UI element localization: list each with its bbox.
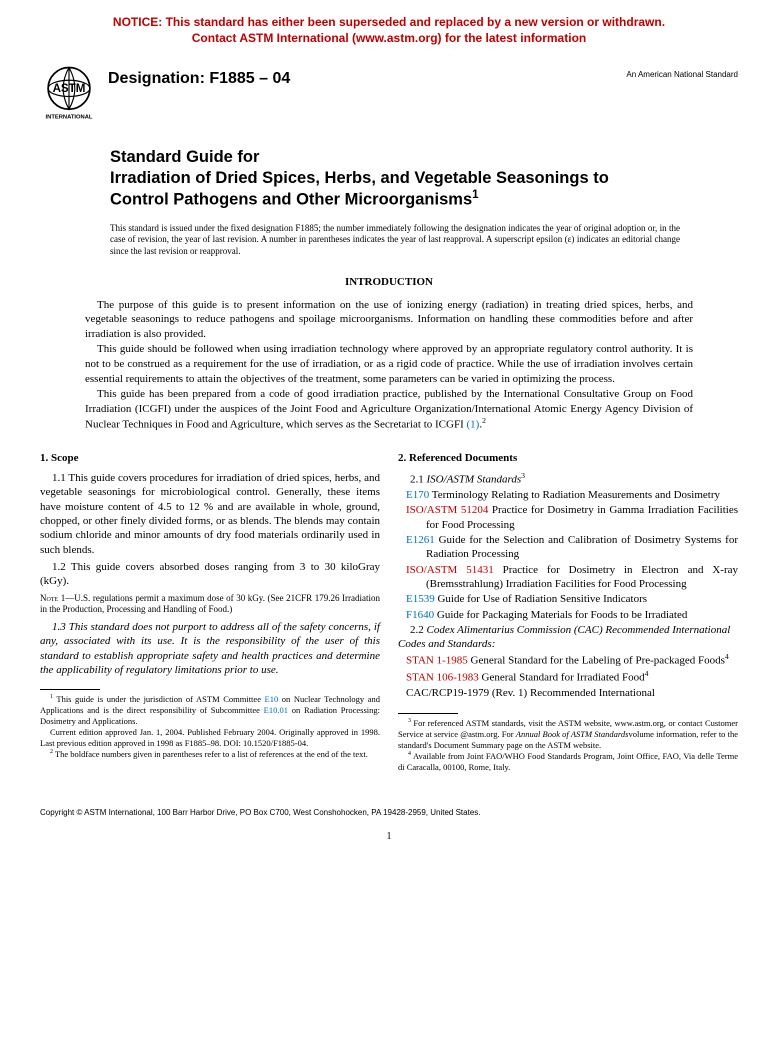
- footnote-3: 3 For referenced ASTM standards, visit t…: [398, 718, 738, 751]
- intro-p2: This guide should be followed when using…: [85, 342, 693, 387]
- footnote-1b: Current edition approved Jan. 1, 2004. P…: [40, 727, 380, 749]
- copyright-line: Copyright © ASTM International, 100 Barr…: [40, 808, 738, 817]
- ref-link[interactable]: STAN 106-1983: [406, 672, 479, 684]
- footnote-rule-left: [40, 689, 100, 690]
- ref-link[interactable]: ISO/ASTM 51204: [406, 504, 488, 516]
- ref-stan1: STAN 1-1985 General Standard for the Lab…: [406, 652, 738, 668]
- ref-f1640: F1640 Guide for Packaging Materials for …: [406, 608, 738, 622]
- subcommittee-link[interactable]: E10.01: [264, 705, 288, 715]
- ref-e170: E170 Terminology Relating to Radiation M…: [406, 488, 738, 502]
- notice-line2: Contact ASTM International (www.astm.org…: [192, 31, 586, 45]
- para-1-3: 1.3 This standard does not purport to ad…: [40, 620, 380, 677]
- astm-logo-icon: ASTM INTERNATIONAL: [40, 64, 98, 122]
- title-prefix: Standard Guide for: [110, 147, 640, 168]
- ref-51204: ISO/ASTM 51204 Practice for Dosimetry in…: [406, 503, 738, 532]
- ref-link[interactable]: E1539: [406, 593, 435, 605]
- footnotes-left: 1 This guide is under the jurisdiction o…: [40, 694, 380, 760]
- para-1-2: 1.2 This guide covers absorbed doses ran…: [40, 560, 380, 589]
- ref-heading: 2. Referenced Documents: [398, 451, 738, 465]
- intro-p1: The purpose of this guide is to present …: [85, 298, 693, 343]
- note-1: Note 1—U.S. regulations permit a maximum…: [40, 593, 380, 616]
- document-title: Standard Guide for Irradiation of Dried …: [110, 147, 640, 210]
- ref-link[interactable]: ISO/ASTM 51431: [406, 564, 494, 576]
- ref-link[interactable]: F1640: [406, 609, 434, 621]
- footnote-4: 4 Available from Joint FAO/WHO Food Stan…: [398, 751, 738, 773]
- right-column: 2. Referenced Documents 2.1 ISO/ASTM Sta…: [398, 451, 738, 773]
- footnote-rule-right: [398, 713, 458, 714]
- ref-51431: ISO/ASTM 51431 Practice for Dosimetry in…: [406, 563, 738, 592]
- sub-2-1: 2.1 ISO/ASTM Standards3: [398, 471, 738, 487]
- ref-link[interactable]: E170: [406, 489, 429, 501]
- ref-e1261: E1261 Guide for the Selection and Calibr…: [406, 533, 738, 562]
- svg-text:INTERNATIONAL: INTERNATIONAL: [46, 115, 93, 121]
- title-sup: 1: [472, 189, 478, 201]
- ans-label: An American National Standard: [626, 70, 738, 79]
- intro-heading: INTRODUCTION: [40, 276, 738, 288]
- notice-line1: NOTICE: This standard has either been su…: [113, 15, 665, 29]
- ref-link[interactable]: E1261: [406, 534, 435, 546]
- footnotes-right: 3 For referenced ASTM standards, visit t…: [398, 718, 738, 773]
- intro-ref-link[interactable]: (1): [466, 419, 479, 431]
- para-1-1: 1.1 This guide covers procedures for irr…: [40, 471, 380, 557]
- footnote-1: 1 This guide is under the jurisdiction o…: [40, 694, 380, 727]
- ref-cac: CAC/RCP19-1979 (Rev. 1) Recommended Inte…: [406, 686, 738, 700]
- ref-stan106: STAN 106-1983 General Standard for Irrad…: [406, 669, 738, 685]
- title-main: Irradiation of Dried Spices, Herbs, and …: [110, 169, 609, 209]
- page-number: 1: [40, 831, 738, 842]
- sub-2-2: 2.2 Codex Alimentarius Commission (CAC) …: [398, 623, 738, 652]
- intro-text: The purpose of this guide is to present …: [85, 298, 693, 433]
- footnote-2: 2 The boldface numbers given in parenthe…: [40, 749, 380, 760]
- scope-heading: 1. Scope: [40, 451, 380, 465]
- two-column-body: 1. Scope 1.1 This guide covers procedure…: [40, 451, 738, 773]
- committee-link[interactable]: E10: [265, 694, 279, 704]
- page-container: NOTICE: This standard has either been su…: [0, 0, 778, 862]
- left-column: 1. Scope 1.1 This guide covers procedure…: [40, 451, 380, 773]
- ref-e1539: E1539 Guide for Use of Radiation Sensiti…: [406, 592, 738, 606]
- svg-text:ASTM: ASTM: [53, 82, 86, 95]
- header-row: ASTM INTERNATIONAL Designation: F1885 – …: [40, 64, 738, 122]
- designation-label: Designation: F1885 – 04: [108, 70, 290, 88]
- intro-p3: This guide has been prepared from a code…: [85, 387, 693, 433]
- ref-link[interactable]: STAN 1-1985: [406, 655, 468, 667]
- issued-note: This standard is issued under the fixed …: [110, 223, 680, 258]
- notice-banner: NOTICE: This standard has either been su…: [40, 15, 738, 46]
